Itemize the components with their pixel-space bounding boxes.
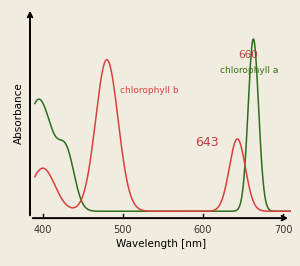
Text: 600: 600 bbox=[194, 225, 212, 235]
Text: 400: 400 bbox=[34, 225, 52, 235]
Text: 660: 660 bbox=[238, 50, 258, 60]
Text: 700: 700 bbox=[274, 225, 292, 235]
Text: 500: 500 bbox=[114, 225, 132, 235]
Text: 643: 643 bbox=[195, 136, 219, 149]
Text: Absorbance: Absorbance bbox=[14, 82, 24, 144]
Text: Wavelength [nm]: Wavelength [nm] bbox=[116, 239, 206, 249]
Text: chlorophyll a: chlorophyll a bbox=[220, 66, 279, 75]
Text: chlorophyll b: chlorophyll b bbox=[121, 86, 179, 95]
